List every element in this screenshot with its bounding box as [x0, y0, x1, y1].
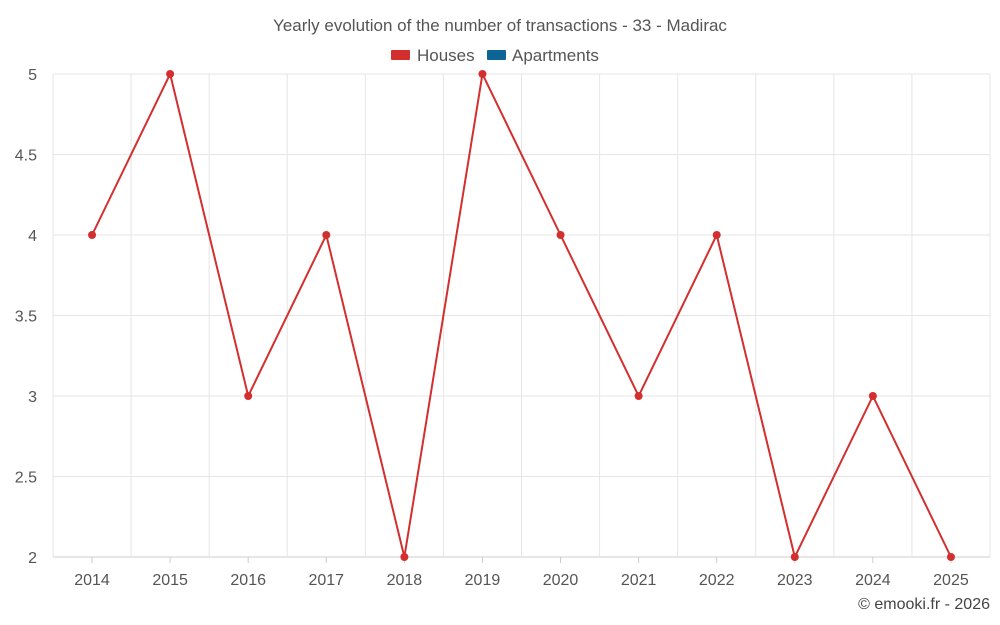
legend-swatch-houses: [391, 50, 410, 60]
x-tick-label: 2019: [465, 572, 501, 589]
legend: Houses Apartments: [391, 46, 599, 65]
y-tick-label: 5: [28, 67, 37, 84]
chart-title: Yearly evolution of the number of transa…: [273, 16, 727, 35]
legend-label-houses: Houses: [417, 46, 475, 65]
data-point-houses-2014[interactable]: [88, 231, 97, 239]
x-tick-label: 2016: [230, 572, 266, 589]
x-axis-ticks: 2014 2015 2016 2017 2018 2019 2020 2021 2022 2023…: [74, 557, 969, 589]
legend-label-apartments: Apartments: [512, 46, 599, 65]
x-tick-label: 2015: [152, 572, 188, 589]
y-axis-ticks: 2 2.5 3 3.5 4 4.5 5: [15, 67, 37, 567]
data-point-houses-2023[interactable]: [790, 553, 799, 561]
y-tick-label: 3: [28, 389, 37, 406]
x-tick-label: 2014: [74, 572, 110, 589]
data-point-houses-2016[interactable]: [244, 392, 253, 400]
y-tick-label: 3.5: [15, 309, 37, 326]
legend-swatch-apartments: [487, 50, 506, 60]
x-tick-label: 2025: [933, 572, 969, 589]
credit-text: © emooki.fr - 2026: [858, 596, 990, 613]
x-tick-label: 2018: [387, 572, 423, 589]
x-tick-label: 2023: [777, 572, 813, 589]
data-point-houses-2020[interactable]: [556, 231, 565, 239]
y-tick-label: 4.5: [15, 148, 37, 165]
y-tick-label: 4: [28, 228, 37, 245]
x-tick-label: 2024: [855, 572, 891, 589]
legend-item-apartments[interactable]: Apartments: [487, 46, 599, 65]
series-line-houses: [91, 70, 952, 560]
x-tick-label: 2022: [699, 572, 735, 589]
legend-item-houses[interactable]: Houses: [391, 46, 475, 65]
series: [88, 70, 955, 561]
data-point-houses-2024[interactable]: [868, 392, 877, 400]
data-point-houses-2015[interactable]: [166, 70, 175, 78]
x-tick-label: 2021: [621, 572, 657, 589]
data-point-houses-2021[interactable]: [634, 392, 643, 400]
data-point-houses-2017[interactable]: [322, 231, 331, 239]
x-tick-label: 2017: [308, 572, 344, 589]
data-point-houses-2018[interactable]: [400, 553, 409, 561]
x-tick-label: 2020: [543, 572, 579, 589]
data-point-houses-2022[interactable]: [712, 231, 721, 239]
grid: [52, 73, 991, 558]
y-tick-label: 2.5: [15, 470, 37, 487]
data-point-houses-2019[interactable]: [478, 70, 487, 78]
data-point-houses-2025[interactable]: [946, 553, 955, 561]
y-tick-label: 2: [28, 550, 37, 567]
